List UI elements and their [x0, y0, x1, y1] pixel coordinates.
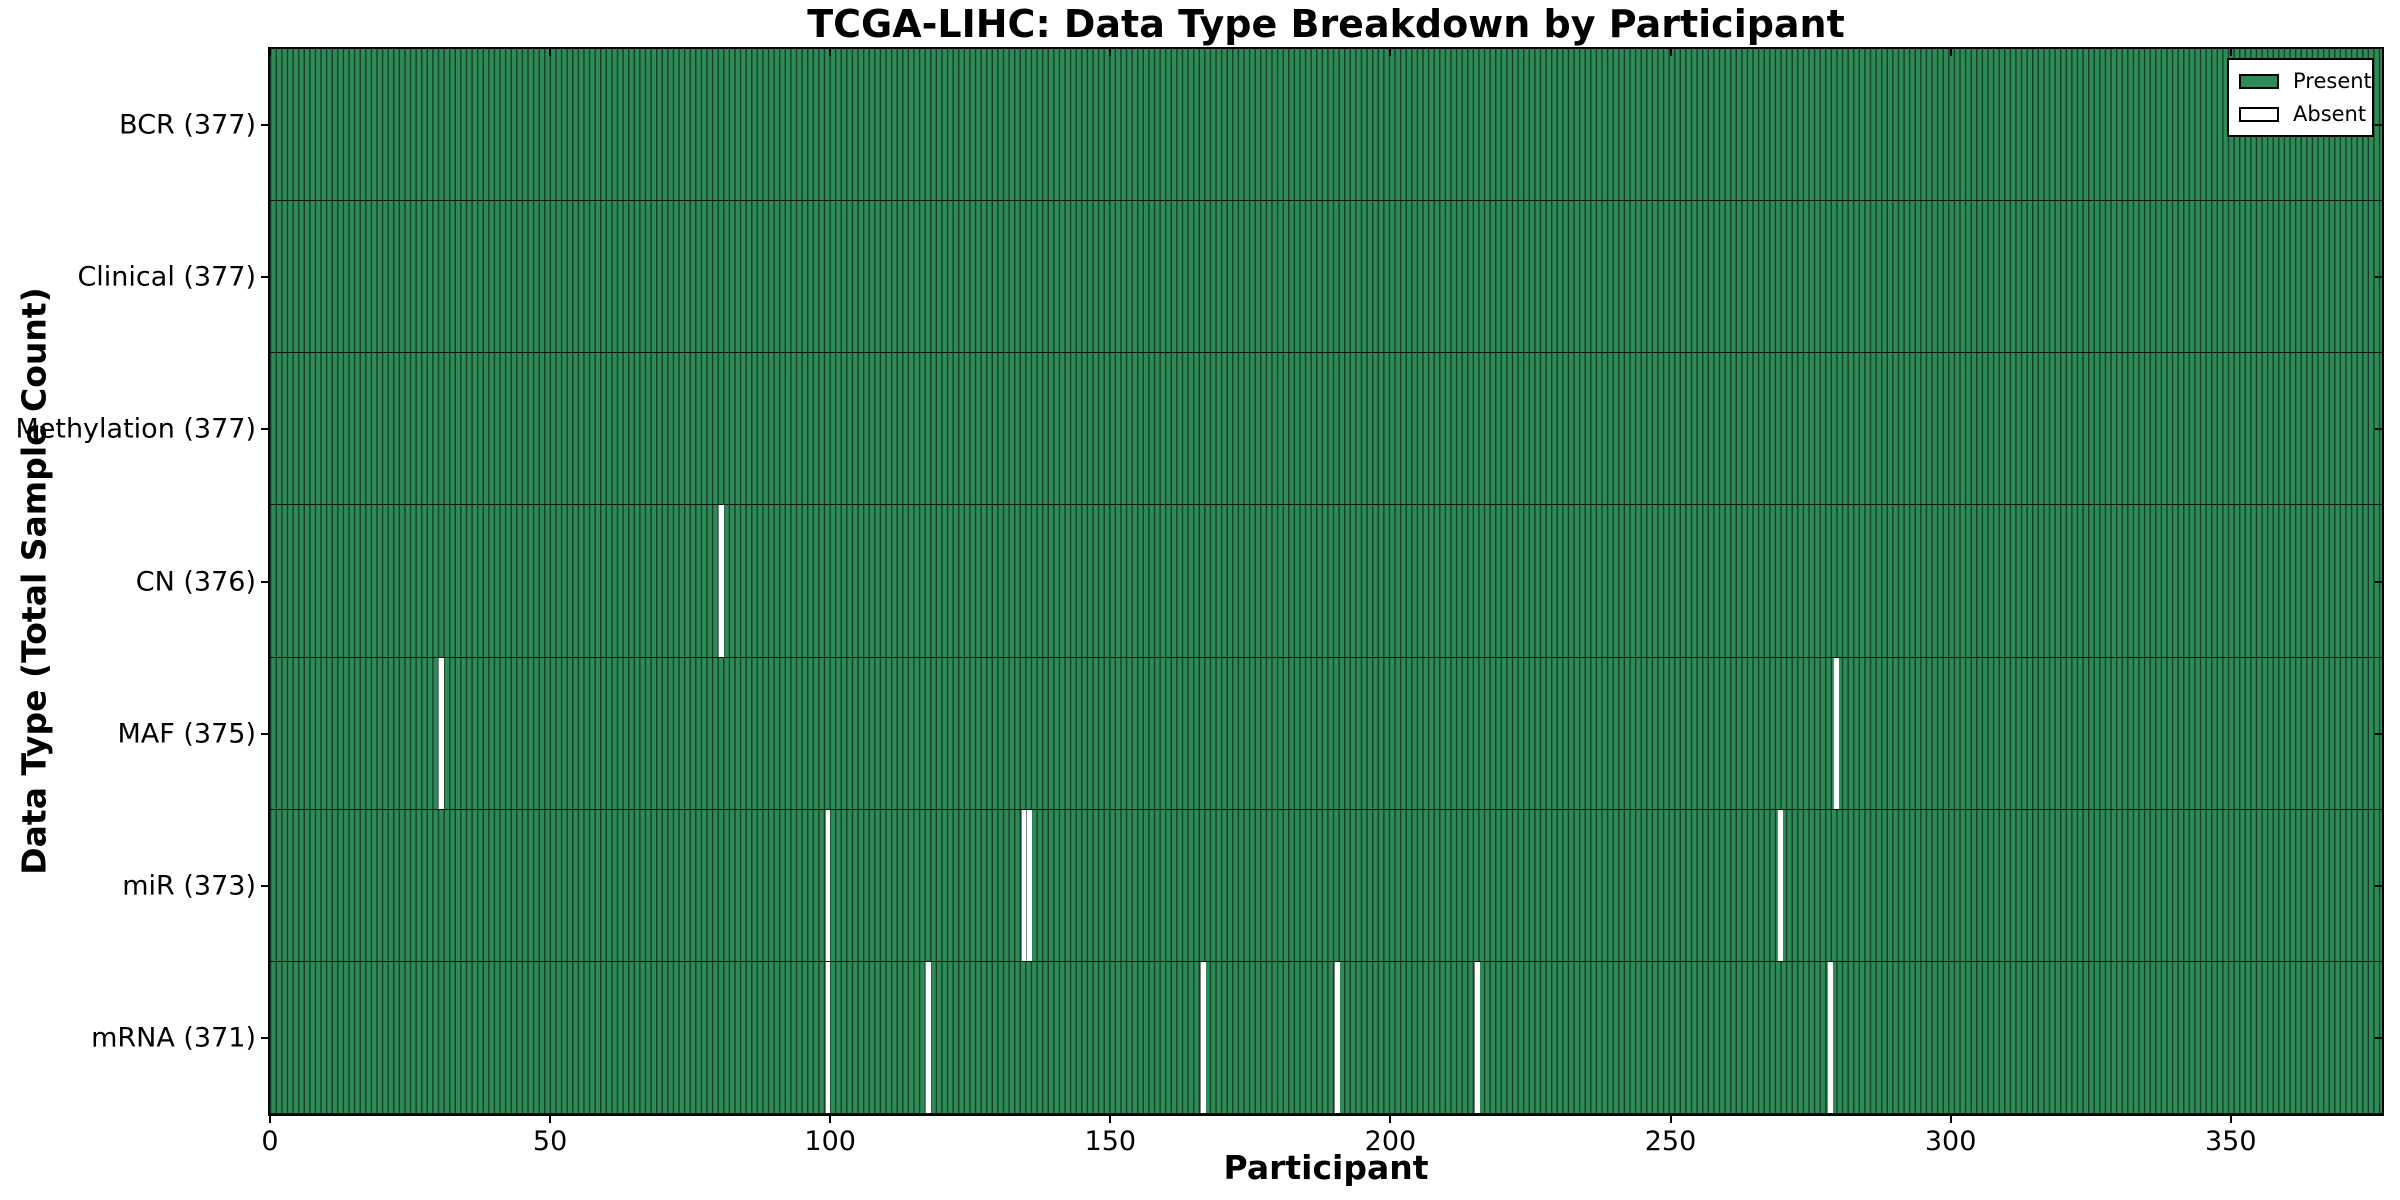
x-tick-top-100 — [829, 49, 832, 56]
y-tick-cn — [261, 580, 268, 583]
x-tick-label-150: 150 — [1084, 1126, 1137, 1157]
x-tick-label-350: 350 — [2204, 1126, 2257, 1157]
x-tick-top-150 — [1109, 49, 1112, 56]
absent-gap-maf-279 — [1832, 657, 1839, 809]
x-tick-top-200 — [1389, 49, 1392, 56]
x-tick-300 — [1949, 1116, 1952, 1123]
y-tick-bcr — [261, 124, 268, 127]
row-band-bcr — [270, 49, 2382, 202]
row-band-cn — [270, 505, 2382, 658]
x-axis-title: Participant — [1223, 1148, 1429, 1187]
absent-gap-mrna-99 — [824, 961, 831, 1113]
y-tick-label-bcr: BCR (377) — [119, 109, 256, 141]
legend-swatch-present-icon — [2239, 73, 2279, 89]
absent-gap-mrna-215 — [1474, 961, 1481, 1113]
x-tick-top-350 — [2229, 49, 2232, 56]
y-tick-right-mrna — [2375, 1036, 2382, 1039]
x-tick-label-100: 100 — [804, 1126, 856, 1157]
y-tick-mir — [261, 884, 268, 887]
y-tick-maf — [261, 732, 268, 735]
plot-area: Present Absent 0 50 100 150 200 250 300 350 BCR … — [15, 47, 2384, 1157]
absent-gap-mrna-166 — [1199, 961, 1206, 1113]
y-tick-mrna — [261, 1036, 268, 1039]
y-tick-label-clinical: Clinical (377) — [77, 261, 256, 293]
x-tick-top-50 — [549, 49, 552, 56]
x-tick-top-250 — [1669, 49, 1672, 56]
absent-gap-mir-135 — [1026, 809, 1032, 961]
y-tick-label-cn: CN (376) — [135, 566, 256, 597]
row-band-maf — [270, 657, 2382, 810]
absent-gap-maf-30 — [438, 657, 444, 809]
absent-gap-mrna-278 — [1827, 961, 1833, 1113]
absent-gap-mir-99 — [824, 809, 831, 961]
x-tick-label-250: 250 — [1644, 1126, 1697, 1157]
y-tick-label-mrna: mRNA (371) — [91, 1022, 256, 1054]
y-tick-label-maf: MAF (375) — [117, 718, 256, 750]
row-band-mir — [270, 809, 2382, 962]
absent-gap-mrna-117 — [925, 961, 932, 1113]
y-tick-methylation — [261, 428, 268, 431]
absent-gap-mir-134 — [1020, 809, 1027, 961]
absent-gap-cn-80 — [718, 505, 724, 657]
legend-item-absent: Absent — [2239, 102, 2366, 126]
x-tick-top-300 — [1949, 49, 1952, 56]
legend-label-present: Present — [2293, 69, 2372, 93]
absent-gap-mrna-190 — [1334, 961, 1340, 1113]
y-tick-right-cn — [2375, 580, 2382, 583]
x-tick-50 — [549, 1116, 552, 1123]
y-tick-clinical — [261, 276, 268, 279]
x-tick-200 — [1389, 1116, 1392, 1123]
y-tick-right-mir — [2375, 884, 2382, 887]
x-tick-150 — [1109, 1116, 1112, 1123]
x-tick-label-50: 50 — [532, 1126, 568, 1157]
row-band-methylation — [270, 353, 2382, 506]
y-tick-right-bcr — [2375, 124, 2382, 127]
x-tick-100 — [829, 1116, 832, 1123]
y-axis-title: Data Type (Total Sample Count) — [14, 287, 54, 875]
row-band-mrna — [270, 961, 2382, 1114]
legend-label-absent: Absent — [2293, 102, 2367, 126]
legend: Present Absent — [2227, 58, 2374, 137]
legend-swatch-absent-icon — [2239, 106, 2279, 122]
x-tick-250 — [1669, 1116, 1672, 1123]
x-tick-label-300: 300 — [1924, 1126, 1977, 1157]
x-tick-label-200: 200 — [1364, 1126, 1417, 1157]
y-tick-right-methylation — [2375, 428, 2382, 431]
y-tick-label-mir: miR (373) — [122, 870, 256, 902]
absent-gap-mir-269 — [1776, 809, 1783, 961]
chart-title: TCGA-LIHC: Data Type Breakdown by Partic… — [807, 2, 1845, 46]
y-tick-label-methylation: Methylation (377) — [15, 413, 256, 445]
x-tick-top-0 — [269, 49, 271, 56]
legend-item-present: Present — [2239, 69, 2372, 93]
x-tick-350 — [2229, 1116, 2232, 1123]
x-tick-label-0: 0 — [261, 1126, 279, 1157]
y-tick-right-maf — [2375, 732, 2382, 735]
y-tick-right-clinical — [2375, 276, 2382, 279]
row-band-clinical — [270, 201, 2382, 354]
x-tick-0 — [269, 1116, 271, 1123]
